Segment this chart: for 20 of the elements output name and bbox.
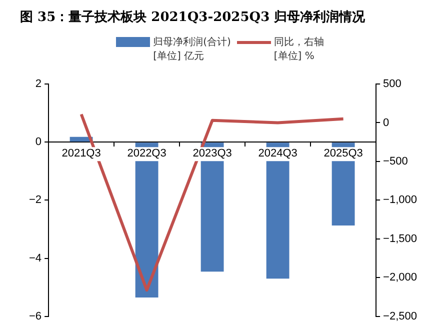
y2-tick-label: −1,000 <box>383 194 417 206</box>
x-tick-label: 2025Q3 <box>324 148 363 160</box>
y-tick-label: 0 <box>35 136 42 148</box>
chart-title: 图 35：量子技术板块 2021Q3-2025Q3 归母净利润情况 <box>19 8 366 27</box>
legend-label: 同比，右轴 [单位] % <box>274 36 324 64</box>
y-tick-label: 2 <box>35 78 42 90</box>
x-tick-label: 2021Q3 <box>62 148 101 160</box>
x-tick-label: 2024Q3 <box>258 148 298 160</box>
y2-tick-label: −2,000 <box>383 272 417 284</box>
y-tick-label: −2 <box>28 194 42 206</box>
y2-tick-label: 500 <box>383 78 402 90</box>
y-tick-label: −4 <box>28 252 42 264</box>
legend-label: 归母净利润(合计) [单位] 亿元 <box>153 36 231 64</box>
y2-tick-label: −500 <box>383 156 408 168</box>
y-tick-label: −6 <box>28 310 42 322</box>
y2-tick-label: −1,500 <box>383 232 417 245</box>
y2-tick-label: 0 <box>383 116 390 129</box>
x-tick-label: 2022Q3 <box>127 148 166 160</box>
y2-tick-label: −2,500 <box>383 310 417 322</box>
x-tick-label: 2023Q3 <box>192 148 232 160</box>
